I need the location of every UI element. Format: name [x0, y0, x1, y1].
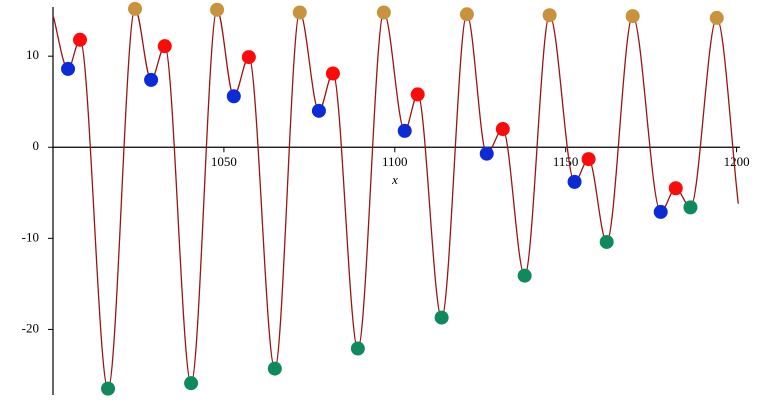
y-tick-label: -10 — [22, 229, 39, 244]
point — [459, 7, 474, 22]
point — [517, 268, 532, 283]
y-tick-label: -20 — [22, 320, 39, 335]
point — [128, 1, 143, 16]
point — [226, 89, 241, 104]
point — [495, 122, 510, 137]
point — [599, 234, 614, 249]
point — [311, 103, 326, 118]
point — [434, 310, 449, 325]
x-tick-label: 1200 — [724, 154, 750, 169]
point — [567, 174, 582, 189]
point — [376, 5, 391, 20]
point — [325, 66, 340, 81]
point — [581, 152, 596, 167]
point — [410, 87, 425, 102]
point — [157, 39, 172, 54]
point — [73, 32, 88, 47]
point — [61, 61, 76, 76]
point — [241, 50, 256, 65]
point — [292, 5, 307, 20]
point — [144, 72, 159, 87]
point — [210, 2, 225, 17]
point — [397, 123, 412, 138]
point — [184, 376, 199, 391]
y-tick-label: 0 — [33, 138, 40, 153]
point — [479, 146, 494, 161]
curve — [52, 8, 739, 390]
x-tick-label: 1050 — [211, 154, 237, 169]
y-tick-label: 10 — [26, 47, 39, 62]
point — [542, 8, 557, 23]
x-tick-label: 1100 — [382, 154, 408, 169]
point — [668, 181, 683, 196]
point — [350, 341, 365, 356]
x-axis-label: x — [391, 172, 398, 187]
point — [709, 10, 724, 25]
x-tick-label: 1150 — [553, 154, 579, 169]
point — [683, 200, 698, 215]
point — [267, 361, 282, 376]
point — [625, 9, 640, 24]
point — [653, 204, 668, 219]
point — [101, 381, 116, 396]
